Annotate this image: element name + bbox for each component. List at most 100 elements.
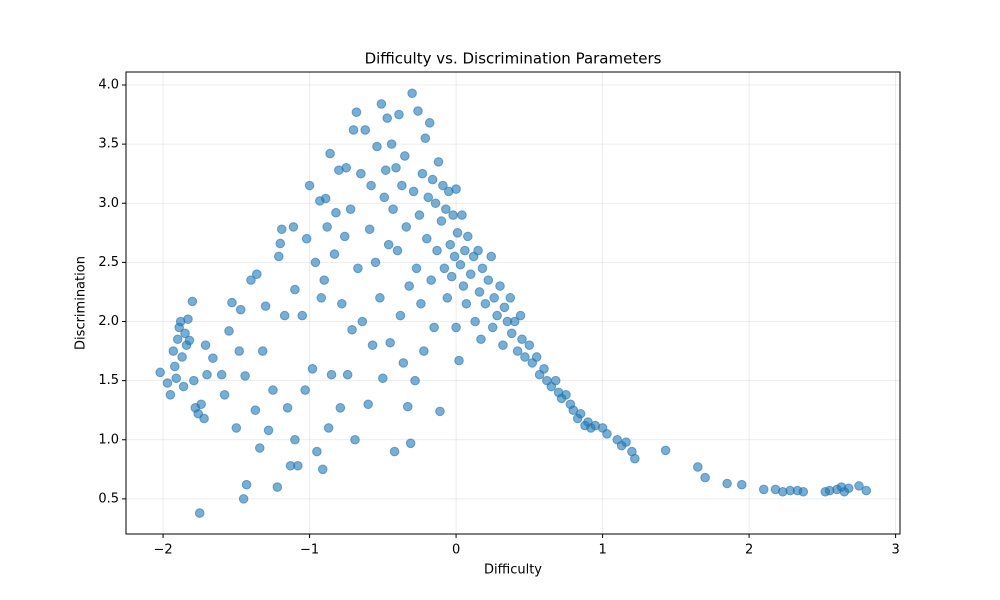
point xyxy=(199,413,209,424)
point xyxy=(168,346,179,356)
point xyxy=(268,385,278,395)
point xyxy=(392,245,403,256)
point xyxy=(227,297,237,308)
point xyxy=(426,275,436,285)
point xyxy=(621,437,631,447)
x-tick-label: 2 xyxy=(745,543,753,558)
point xyxy=(194,508,205,518)
point xyxy=(187,296,198,307)
point xyxy=(335,403,346,413)
point xyxy=(274,251,284,262)
point xyxy=(363,399,373,410)
x-tick-label: 1 xyxy=(598,543,606,558)
y-tick-label: 4.0 xyxy=(98,78,119,93)
point xyxy=(155,367,165,378)
point xyxy=(341,162,352,173)
x-axis-label: Difficulty xyxy=(484,563,542,578)
point xyxy=(290,284,300,295)
point xyxy=(455,259,466,270)
point xyxy=(421,233,432,244)
point xyxy=(348,125,359,135)
point xyxy=(435,406,445,417)
point xyxy=(180,328,190,339)
point xyxy=(413,106,423,116)
y-tick-label: 0.5 xyxy=(98,491,119,506)
point xyxy=(323,423,334,433)
point xyxy=(474,287,485,297)
point xyxy=(325,148,335,159)
point xyxy=(499,302,510,313)
point xyxy=(316,293,327,303)
point xyxy=(405,438,416,449)
point xyxy=(722,478,732,489)
point xyxy=(445,239,456,250)
point xyxy=(473,245,483,256)
point xyxy=(189,375,199,386)
point xyxy=(326,369,337,380)
point xyxy=(419,346,429,356)
point xyxy=(451,184,461,194)
point xyxy=(235,304,246,315)
chart-title: Difficulty vs. Discrimination Parameters xyxy=(365,50,662,68)
x-tick-label: 3 xyxy=(891,543,899,558)
point xyxy=(561,390,571,400)
point xyxy=(461,298,472,309)
point xyxy=(550,375,561,386)
point xyxy=(458,281,469,291)
point xyxy=(378,373,388,384)
point xyxy=(184,335,195,346)
point xyxy=(420,133,431,144)
point xyxy=(238,494,249,504)
point xyxy=(383,239,394,250)
point xyxy=(376,99,387,109)
point xyxy=(275,238,286,249)
point xyxy=(465,269,476,280)
point xyxy=(486,251,497,262)
point xyxy=(307,364,318,374)
point xyxy=(240,371,250,381)
point xyxy=(430,198,441,209)
point xyxy=(602,429,612,439)
point xyxy=(441,204,451,214)
point xyxy=(372,141,382,152)
point xyxy=(219,390,230,400)
y-tick-label: 1.5 xyxy=(98,373,119,388)
point xyxy=(410,375,420,386)
point xyxy=(736,479,747,490)
point xyxy=(241,479,252,490)
point xyxy=(432,245,442,256)
point xyxy=(391,162,401,173)
point xyxy=(319,275,330,285)
point xyxy=(389,446,400,457)
point xyxy=(854,481,864,491)
point xyxy=(342,369,353,380)
point xyxy=(427,174,438,185)
point xyxy=(304,180,315,191)
point xyxy=(178,381,189,392)
point xyxy=(320,193,331,204)
point xyxy=(414,210,425,220)
point xyxy=(276,224,287,235)
point xyxy=(216,369,227,380)
y-tick-label: 3.5 xyxy=(98,137,119,152)
point xyxy=(660,445,671,456)
point xyxy=(257,346,268,356)
point xyxy=(448,210,458,220)
point xyxy=(272,482,283,492)
point xyxy=(183,314,193,324)
point xyxy=(162,378,173,388)
point xyxy=(171,373,182,384)
point xyxy=(331,207,341,218)
point xyxy=(454,355,464,366)
y-tick-label: 2.5 xyxy=(98,255,119,270)
x-tick-label: −2 xyxy=(153,543,172,558)
point xyxy=(231,423,242,433)
point xyxy=(492,310,502,321)
point xyxy=(356,168,366,179)
point xyxy=(429,322,439,333)
point xyxy=(402,401,413,412)
plot-frame xyxy=(125,71,901,535)
point xyxy=(345,204,356,214)
point xyxy=(495,281,505,291)
